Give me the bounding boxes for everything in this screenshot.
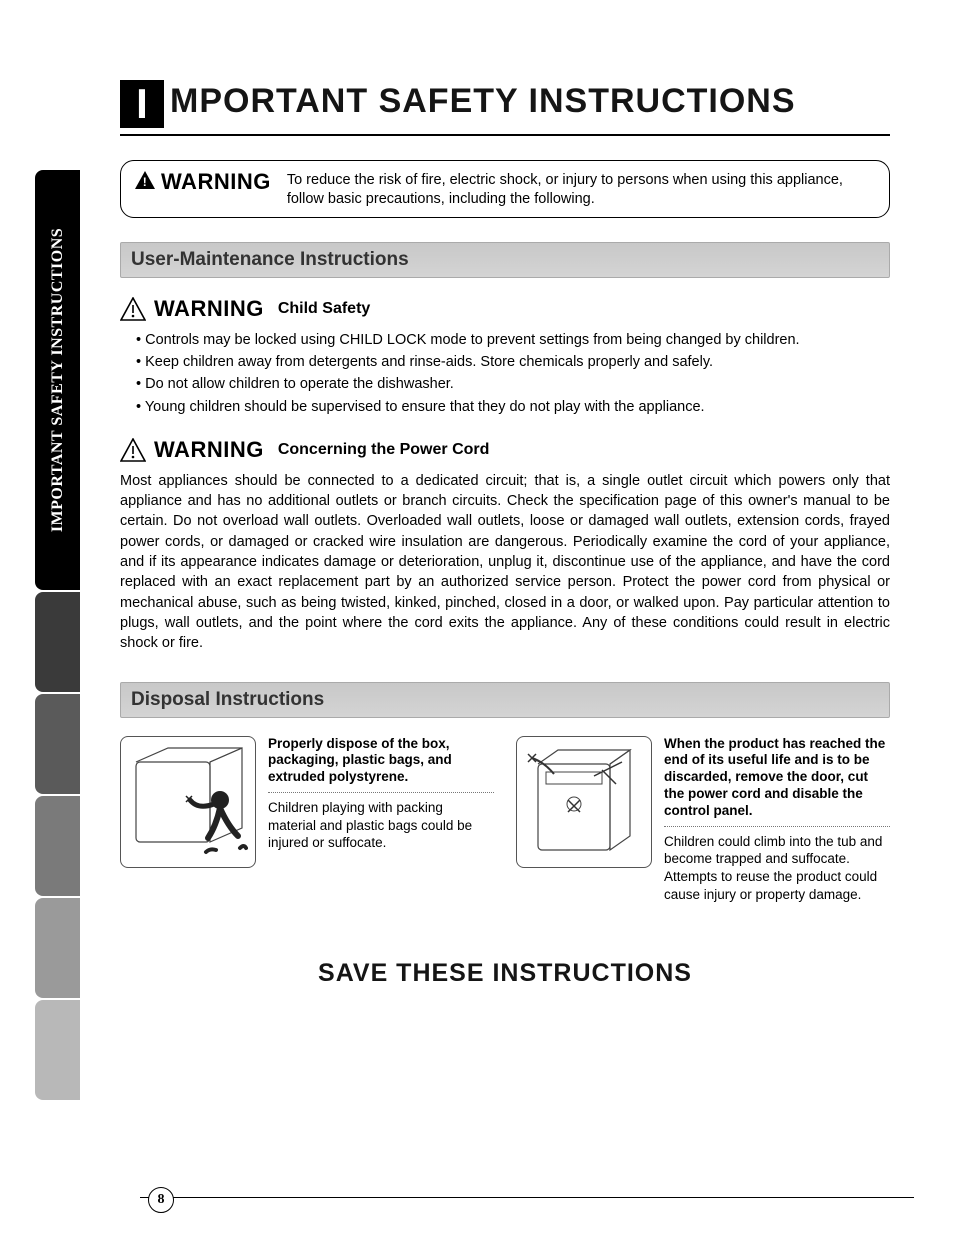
power-cord-title: Concerning the Power Cord	[278, 441, 490, 459]
section-header-disposal: Disposal Instructions	[120, 682, 890, 718]
title-rest: MPORTANT SAFETY INSTRUCTIONS	[164, 80, 802, 128]
disposal-row: Properly dispose of the box, packaging, …	[120, 736, 890, 904]
alert-triangle-icon	[120, 438, 146, 462]
disposal-title-1: Properly dispose of the box, packaging, …	[268, 736, 494, 794]
title-underline	[120, 134, 890, 136]
disposal-title-2: When the product has reached the end of …	[664, 736, 890, 827]
child-safety-title: Child Safety	[278, 300, 370, 318]
side-tab-active-label: IMPORTANT SAFETY INSTRUCTIONS	[49, 228, 67, 532]
side-tab-5	[35, 898, 81, 998]
content-area: I MPORTANT SAFETY INSTRUCTIONS ! WARNING…	[120, 80, 890, 988]
bullet-item: Do not allow children to operate the dis…	[136, 374, 890, 394]
warning-child-safety-row: WARNING Child Safety	[120, 296, 890, 322]
warning-power-cord-row: WARNING Concerning the Power Cord	[120, 437, 890, 463]
disposal-body-2: Children could climb into the tub and be…	[664, 833, 890, 903]
packaging-child-illustration	[120, 736, 256, 868]
power-cord-paragraph: Most appliances should be connected to a…	[120, 471, 890, 654]
warning-box: ! WARNING To reduce the risk of fire, el…	[120, 160, 890, 218]
disposal-item-1: Properly dispose of the box, packaging, …	[120, 736, 494, 904]
side-tab-4	[35, 796, 81, 896]
save-instructions-heading: SAVE THESE INSTRUCTIONS	[120, 959, 890, 988]
page: IMPORTANT SAFETY INSTRUCTIONS I MPORTANT…	[0, 0, 954, 1242]
disposal-body-1: Children playing with packing material a…	[268, 799, 494, 852]
bullet-item: Controls may be locked using CHILD LOCK …	[136, 330, 890, 350]
side-tab-strip: IMPORTANT SAFETY INSTRUCTIONS	[35, 170, 81, 1102]
page-number: 8	[148, 1187, 174, 1213]
warning-label-text: WARNING	[161, 169, 271, 195]
alert-triangle-icon	[120, 297, 146, 321]
warning-word: WARNING	[154, 437, 264, 463]
side-tab-6	[35, 1000, 81, 1100]
warning-label: ! WARNING	[135, 169, 271, 195]
side-tab-active: IMPORTANT SAFETY INSTRUCTIONS	[35, 170, 81, 590]
svg-text:!: !	[143, 175, 148, 189]
footer-rule	[140, 1197, 914, 1198]
section-header-user-maintenance: User-Maintenance Instructions	[120, 242, 890, 278]
side-tab-2	[35, 592, 81, 692]
title-dropcap: I	[120, 80, 164, 128]
warning-box-text: To reduce the risk of fire, electric sho…	[287, 169, 875, 209]
bullet-item: Young children should be supervised to e…	[136, 397, 890, 417]
disposal-item-2: When the product has reached the end of …	[516, 736, 890, 904]
page-title: I MPORTANT SAFETY INSTRUCTIONS	[120, 80, 890, 128]
disposal-text-2: When the product has reached the end of …	[664, 736, 890, 904]
warning-word: WARNING	[154, 296, 264, 322]
bullet-item: Keep children away from detergents and r…	[136, 352, 890, 372]
child-safety-bullets: Controls may be locked using CHILD LOCK …	[120, 330, 890, 417]
warning-solid-icon: !	[135, 171, 155, 193]
discard-appliance-illustration	[516, 736, 652, 868]
disposal-text-1: Properly dispose of the box, packaging, …	[268, 736, 494, 904]
side-tab-3	[35, 694, 81, 794]
